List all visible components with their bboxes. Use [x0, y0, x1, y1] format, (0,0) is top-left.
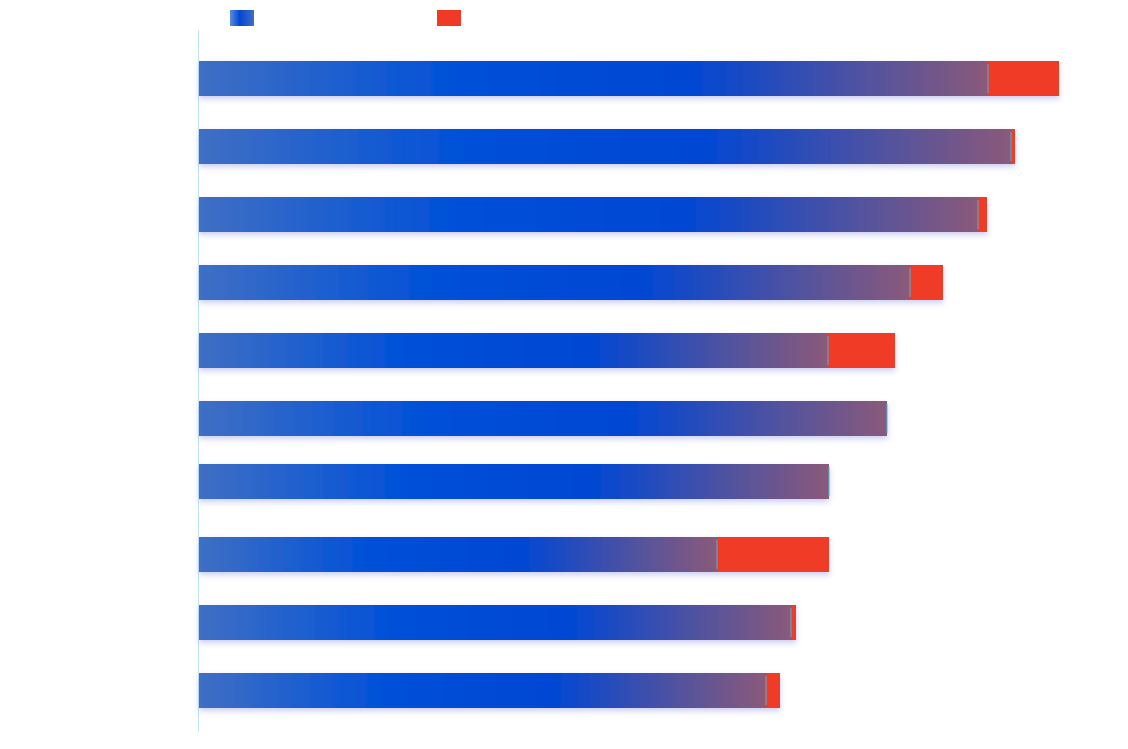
bar-group [199, 464, 830, 499]
bar-group [199, 61, 1059, 96]
bar-series-a [199, 464, 829, 499]
legend-swatch-a[interactable] [230, 10, 254, 26]
bar-series-a [199, 333, 828, 368]
bar-group [199, 401, 888, 436]
bar-series-a [199, 197, 978, 232]
bar-series-a [199, 605, 791, 640]
bar-group [199, 265, 943, 300]
bar-series-a [199, 537, 717, 572]
bar-series-a [199, 61, 988, 96]
bar-group [199, 197, 987, 232]
bar-group [199, 673, 780, 708]
bar-series-a [199, 401, 887, 436]
bar-series-b [978, 197, 987, 232]
bar-series-b [910, 265, 943, 300]
bar-group [199, 129, 1015, 164]
bar-group [199, 537, 829, 572]
bar-series-b [1011, 129, 1015, 164]
bar-series-b [717, 537, 829, 572]
bar-series-a [199, 265, 910, 300]
bar-group [199, 333, 895, 368]
bar-series-a [199, 129, 1011, 164]
bar-series-b [828, 333, 895, 368]
bar-series-a [199, 673, 766, 708]
bar-series-b [988, 61, 1059, 96]
bar-series-b [791, 605, 796, 640]
legend [230, 10, 461, 26]
bar-series-b [766, 673, 780, 708]
legend-swatch-b[interactable] [437, 10, 461, 26]
bar-group [199, 605, 796, 640]
bars [199, 61, 1059, 708]
